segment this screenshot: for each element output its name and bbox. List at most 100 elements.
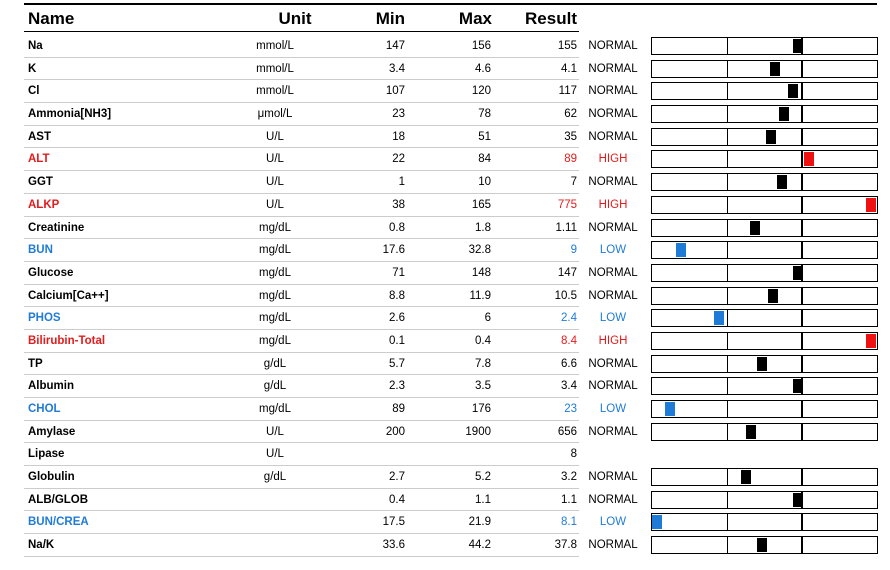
- row-unit: mg/dL: [259, 289, 291, 302]
- range-bar-divider: [801, 219, 803, 236]
- header-max: Max: [458, 9, 492, 28]
- row-name: TP: [28, 357, 43, 370]
- range-bar: [651, 105, 878, 124]
- range-bar: [651, 400, 878, 418]
- range-bar-divider: [801, 537, 803, 554]
- row-name: Ammonia[NH3]: [28, 108, 112, 121]
- row-status: NORMAL: [588, 425, 638, 438]
- range-bar: [651, 468, 878, 487]
- range-bar-marker: [756, 538, 767, 553]
- row-min: 0.8: [389, 221, 405, 234]
- table-row: Na mmol/L 147 156 155 NORMAL: [0, 35, 890, 58]
- range-bar-marker: [741, 470, 752, 485]
- range-bar: [651, 536, 878, 555]
- row-name: Calcium[Ca++]: [28, 289, 109, 302]
- row-result: 4.1: [561, 62, 577, 75]
- row-max: 165: [471, 198, 491, 211]
- range-bar-marker: [866, 197, 876, 212]
- row-max: 11.9: [469, 289, 491, 302]
- row-max: 3.5: [475, 380, 491, 393]
- row-name: Globulin: [28, 471, 75, 484]
- row-divider: [24, 397, 579, 398]
- row-unit: U/L: [266, 425, 284, 438]
- range-bar: [651, 241, 878, 260]
- table-row: GGT U/L 1 10 7 NORMAL: [0, 171, 890, 194]
- range-bar-divider: [726, 287, 729, 304]
- table-row: Albumin g/dL 2.3 3.5 3.4 NORMAL: [0, 375, 890, 398]
- row-divider: [24, 442, 579, 444]
- row-unit: g/dL: [263, 471, 287, 484]
- range-bar-divider: [801, 151, 803, 168]
- row-result: 8.4: [561, 334, 577, 347]
- range-bar-marker: [770, 61, 781, 76]
- range-bar-divider: [801, 423, 803, 440]
- row-unit: mg/dL: [259, 266, 291, 279]
- range-bar-divider: [726, 128, 729, 145]
- row-name: Glucose: [28, 266, 74, 279]
- range-bar-divider: [801, 106, 803, 123]
- table-row: BUN mg/dL 17.6 32.8 9 LOW: [0, 239, 890, 262]
- row-name: Cl: [28, 85, 40, 98]
- range-bar-marker: [765, 129, 776, 144]
- range-bar-divider: [801, 128, 803, 145]
- row-divider: [24, 124, 579, 126]
- row-min: 8.8: [389, 289, 405, 302]
- row-divider: [24, 192, 579, 194]
- row-max: 148: [471, 266, 491, 279]
- row-unit: mg/dL: [259, 312, 291, 325]
- table-row: Cl mmol/L 107 120 117 NORMAL: [0, 80, 890, 104]
- row-result: 147: [557, 266, 577, 279]
- range-bar-divider: [801, 287, 803, 304]
- row-name: Na/K: [28, 539, 55, 552]
- range-bar: [651, 309, 878, 328]
- row-result: 6.6: [561, 357, 577, 370]
- row-result: 1.1: [561, 493, 577, 506]
- range-bar-divider: [801, 196, 803, 213]
- row-divider: [24, 260, 579, 262]
- row-name: CHOL: [28, 403, 61, 415]
- row-name: Creatinine: [28, 221, 85, 234]
- range-bar-marker: [779, 107, 790, 122]
- row-max: 21.9: [468, 516, 491, 529]
- range-bar-marker: [792, 492, 803, 507]
- range-bar-marker: [664, 402, 675, 416]
- range-bar-marker: [676, 243, 687, 258]
- row-result: 8.1: [561, 516, 577, 529]
- range-bar-divider: [726, 537, 729, 554]
- row-status: NORMAL: [588, 40, 638, 52]
- row-unit: U/L: [266, 153, 284, 166]
- range-bar: [651, 354, 878, 373]
- row-status: NORMAL: [588, 221, 638, 234]
- range-bar-marker: [792, 265, 803, 280]
- row-max: 0.4: [475, 334, 491, 347]
- row-result: 89: [564, 153, 577, 166]
- range-bar-divider: [726, 423, 729, 440]
- range-bar-marker: [750, 220, 761, 235]
- row-max: 1.8: [475, 221, 491, 234]
- row-min: 17.5: [382, 516, 405, 529]
- range-bar-divider: [726, 151, 729, 168]
- table-row: Bilirubin-Total mg/dL 0.1 0.4 8.4 HIGH: [0, 330, 890, 353]
- range-bar-divider: [801, 514, 803, 531]
- table-row: CHOL mg/dL 89 176 23 LOW: [0, 398, 890, 421]
- row-name: PHOS: [28, 312, 61, 325]
- row-unit: mg/dL: [259, 403, 291, 415]
- header-min: Min: [375, 9, 405, 28]
- row-divider: [24, 102, 579, 104]
- row-divider: [24, 419, 579, 421]
- range-bar: [651, 286, 878, 305]
- range-bar-divider: [726, 491, 729, 508]
- table-row: Creatinine mg/dL 0.8 1.8 1.11 NORMAL: [0, 217, 890, 240]
- row-result: 2.4: [561, 312, 577, 325]
- range-bar: [651, 218, 878, 237]
- row-divider: [24, 306, 579, 308]
- row-status: LOW: [599, 312, 627, 325]
- range-bar: [651, 513, 878, 532]
- range-bar-divider: [801, 469, 803, 486]
- table-row: ALT U/L 22 84 89 HIGH: [0, 148, 890, 172]
- row-name: GGT: [28, 176, 53, 189]
- row-max: 5.2: [475, 471, 491, 484]
- range-bar-divider: [801, 355, 803, 372]
- row-max: 84: [478, 153, 491, 166]
